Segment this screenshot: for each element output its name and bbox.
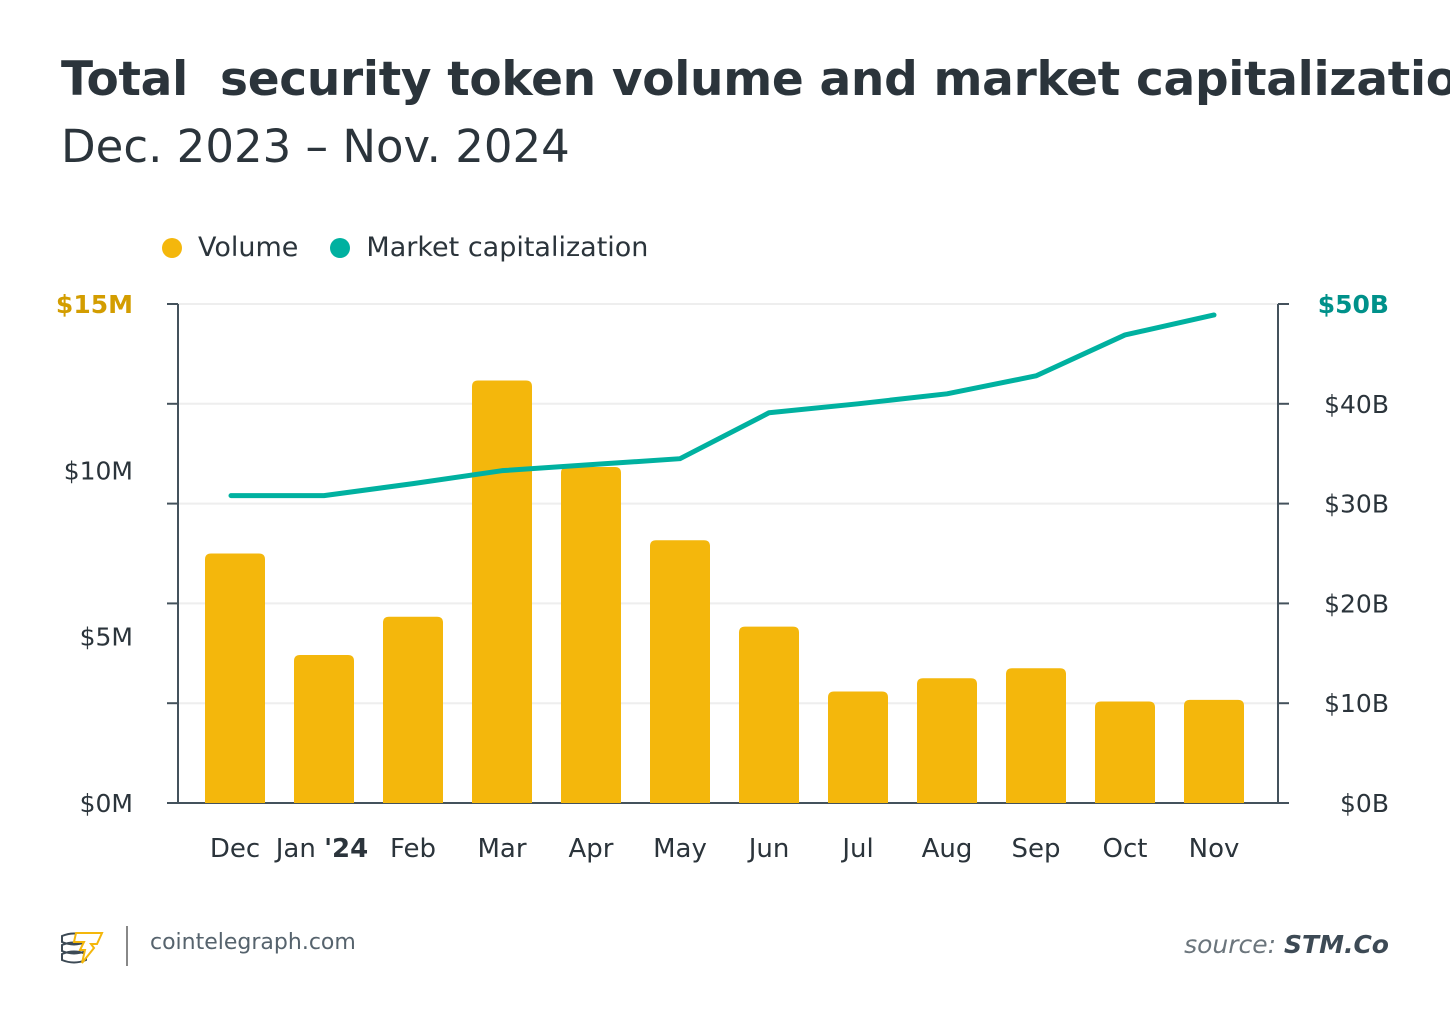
x-tick-label: Jan '24 bbox=[274, 834, 369, 864]
right-tick-label: $0B bbox=[1340, 789, 1389, 818]
cointelegraph-logo-icon bbox=[61, 932, 104, 964]
source-name: STM.Co bbox=[1284, 930, 1389, 959]
legend-item-market-cap: Market capitalization bbox=[330, 232, 648, 263]
source-prefix: source: bbox=[1184, 930, 1277, 959]
volume-bar bbox=[917, 678, 977, 803]
legend: Volume Market capitalization bbox=[162, 232, 680, 263]
footer-site: cointelegraph.com bbox=[150, 930, 356, 955]
x-tick-label: Sep bbox=[1011, 834, 1060, 864]
volume-bar bbox=[561, 467, 621, 803]
legend-label-volume: Volume bbox=[198, 232, 299, 263]
chart-title: Total security token volume and market c… bbox=[61, 52, 1450, 107]
right-tick-label: $50B bbox=[1318, 290, 1389, 319]
legend-swatch-volume bbox=[162, 237, 182, 258]
market-cap-line bbox=[228, 312, 1217, 499]
x-tick-label: Jun bbox=[747, 834, 790, 864]
volume-bar bbox=[739, 626, 799, 803]
x-tick-label: May bbox=[653, 834, 707, 864]
left-tick-label: $15M bbox=[56, 290, 133, 319]
legend-swatch-market-cap bbox=[330, 237, 351, 258]
left-tick-label: $5M bbox=[80, 623, 133, 652]
right-tick-label: $30B bbox=[1324, 490, 1389, 519]
x-tick-label: Dec bbox=[210, 834, 260, 864]
source-credit: source: STM.Co bbox=[1184, 930, 1389, 959]
volume-bar bbox=[1184, 699, 1244, 803]
x-tick-label: Oct bbox=[1103, 834, 1148, 864]
volume-bar bbox=[650, 540, 710, 803]
volume-bar bbox=[383, 616, 443, 803]
right-tick-label: $20B bbox=[1324, 589, 1389, 618]
legend-item-volume: Volume bbox=[162, 232, 298, 263]
x-tick-label: Feb bbox=[390, 834, 436, 864]
volume-bar bbox=[472, 380, 532, 803]
x-tick-label: Mar bbox=[477, 834, 526, 864]
x-tick-label: Nov bbox=[1189, 834, 1240, 864]
right-tick-label: $10B bbox=[1324, 689, 1389, 718]
x-tick-label: Aug bbox=[922, 834, 973, 864]
volume-bar bbox=[1006, 668, 1066, 803]
x-tick-label: Apr bbox=[569, 834, 614, 864]
volume-bar bbox=[828, 691, 888, 803]
right-tick-label: $40B bbox=[1324, 390, 1389, 419]
volume-bar bbox=[1095, 701, 1155, 803]
left-tick-label: $10M bbox=[64, 456, 133, 485]
legend-label-market-cap: Market capitalization bbox=[366, 232, 649, 263]
volume-bar bbox=[294, 654, 354, 803]
volume-bar bbox=[205, 553, 265, 803]
x-tick-label: Jul bbox=[840, 834, 873, 864]
left-tick-label: $0M bbox=[80, 789, 133, 818]
chart-subtitle: Dec. 2023 – Nov. 2024 bbox=[61, 120, 570, 173]
